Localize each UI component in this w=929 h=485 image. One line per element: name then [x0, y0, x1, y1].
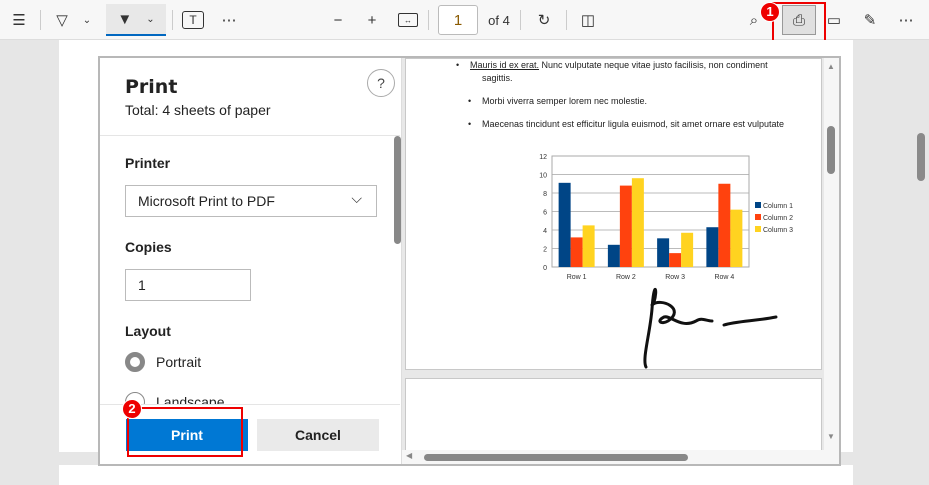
page-count: of 4 [488, 12, 510, 28]
y-tick-label: 4 [543, 228, 547, 235]
portrait-label: Portrait [156, 354, 202, 370]
x-tick-label: Row 2 [616, 274, 636, 281]
scroll-thumb[interactable] [827, 126, 835, 174]
print-preview: Mauris id ex erat. Nunc vulputate neque … [402, 58, 839, 464]
y-tick-label: 8 [543, 191, 547, 198]
divider [520, 10, 521, 30]
print-button-highlight [127, 407, 243, 457]
bar [582, 225, 595, 267]
divider [100, 135, 400, 136]
document-scrollbar[interactable] [917, 133, 925, 181]
bar [607, 244, 620, 267]
sheet-count: Total: 4 sheets of paper [125, 102, 271, 118]
scroll-thumb[interactable] [424, 454, 688, 461]
bar [570, 237, 583, 267]
bar [657, 238, 670, 267]
more-icon[interactable]: ⋯ [221, 12, 237, 29]
chevron-down-icon[interactable]: ⌄ [82, 14, 92, 26]
preview-vertical-scrollbar[interactable]: ▲ ▼ [824, 58, 839, 450]
dialog-title: Print [125, 76, 178, 98]
more-icon[interactable]: ⋯ [898, 12, 914, 29]
settings-scrollbar[interactable] [394, 136, 401, 244]
bar [669, 253, 682, 267]
save-as-icon[interactable]: ✎ [863, 12, 877, 29]
layout-label: Layout [125, 323, 171, 339]
y-tick-label: 2 [543, 247, 547, 254]
signature-image [643, 287, 778, 369]
chevron-down-icon: ⌵ [351, 190, 362, 206]
bar [558, 182, 571, 267]
y-tick-label: 12 [539, 154, 547, 161]
search-icon[interactable]: ⌕ [749, 11, 759, 29]
printer-value: Microsoft Print to PDF [138, 193, 275, 209]
y-tick-label: 10 [539, 173, 547, 180]
bar [706, 227, 719, 267]
highlight-icon[interactable]: ▽ [56, 12, 68, 29]
bar [718, 183, 731, 267]
copies-input[interactable]: 1 [125, 269, 251, 301]
zoom-in-icon[interactable]: + [367, 11, 377, 29]
scroll-down-icon[interactable]: ▼ [827, 432, 835, 441]
x-tick-label: Row 1 [567, 274, 587, 281]
step-badge-2: 2 [122, 399, 142, 419]
print-icon[interactable]: ⎙ [782, 5, 816, 35]
bullet-item: Mauris id ex erat. Nunc vulputate neque … [456, 60, 821, 70]
print-dialog: Print Total: 4 sheets of paper ? Printer… [98, 56, 841, 466]
draw-icon[interactable]: ▼ ⌄ [106, 4, 166, 36]
preview-page-1: Mauris id ex erat. Nunc vulputate neque … [405, 58, 822, 370]
print-button[interactable]: Print [126, 419, 248, 451]
bullet-item: Maecenas tincidunt est efficitur ligula … [468, 119, 821, 129]
bar [730, 209, 743, 267]
page-view-icon[interactable]: ◫ [580, 12, 596, 29]
portrait-radio[interactable] [125, 352, 145, 372]
cancel-button[interactable]: Cancel [257, 419, 379, 451]
link-text: Mauris id ex erat. [470, 60, 540, 70]
x-tick-label: Row 4 [714, 274, 734, 281]
legend-swatch [755, 226, 761, 232]
legend-label: Column 2 [763, 215, 793, 222]
y-tick-label: 6 [543, 210, 547, 217]
text-icon[interactable]: T [182, 11, 204, 29]
zoom-out-icon[interactable]: − [333, 11, 343, 29]
dialog-footer: Print Cancel [100, 404, 400, 464]
legend-swatch [755, 214, 761, 220]
bar-chart: 0 2 4 6 8 10 12 Row 1 Row 2 Row 3 Row 4 Column 1 Col… [539, 154, 793, 281]
bullet-item: Morbi viverra semper lorem nec molestie. [468, 96, 821, 106]
print-settings-panel: Print Total: 4 sheets of paper ? Printer… [100, 58, 402, 464]
scroll-left-icon[interactable]: ◀ [406, 451, 413, 460]
step-badge-1: 1 [760, 2, 780, 22]
legend-label: Column 3 [763, 227, 793, 234]
printer-label: Printer [125, 155, 171, 171]
scroll-up-icon[interactable]: ▲ [827, 62, 835, 71]
print-icon-highlight [772, 2, 826, 43]
page-number-input[interactable]: 1 [438, 5, 478, 35]
bar [619, 185, 632, 267]
document-page [59, 465, 853, 485]
rotate-icon[interactable]: ↻ [537, 12, 551, 29]
bullet-text: sagittis. [482, 73, 513, 83]
divider [428, 10, 429, 30]
legend-label: Column 1 [763, 203, 793, 210]
bar [681, 232, 694, 267]
save-icon[interactable]: ▭ [826, 12, 842, 29]
divider [566, 10, 567, 30]
help-icon[interactable]: ? [367, 69, 395, 97]
contents-icon[interactable]: ☰ [12, 12, 26, 29]
copies-label: Copies [125, 239, 172, 255]
legend-swatch [755, 202, 761, 208]
fit-page-icon[interactable]: ↔ [398, 13, 418, 27]
printer-select[interactable]: Microsoft Print to PDF ⌵ [125, 185, 377, 217]
preview-page-2 [405, 378, 822, 454]
preview-horizontal-scrollbar[interactable]: ◀ [402, 450, 839, 464]
divider [172, 10, 173, 30]
plot-area [551, 155, 750, 268]
x-tick-label: Row 3 [665, 274, 685, 281]
divider [40, 10, 41, 30]
bar [631, 178, 644, 267]
bullet-text: Nunc vulputate neque vitae justo facilis… [541, 60, 768, 70]
y-tick-label: 0 [543, 265, 547, 272]
